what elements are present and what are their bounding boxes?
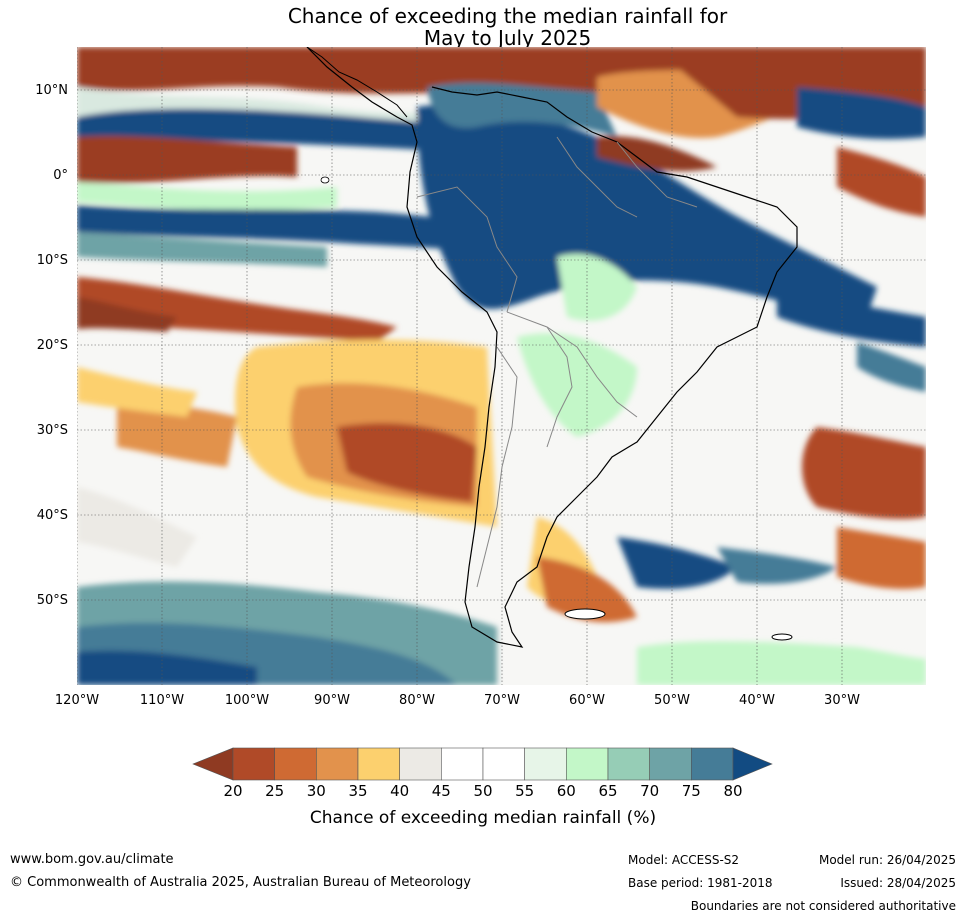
colorbar-tick-70: 70 [640,782,660,800]
south-georgia [771,633,793,641]
lat-label-10n: 10°N [35,83,68,98]
lon-label-60w: 60°W [569,693,605,708]
colorbar-tick-55: 55 [515,782,535,800]
lon-label-50w: 50°W [654,693,690,708]
map-title-line1: Chance of exceeding the median rainfall … [287,4,728,28]
footer-copyright: © Commonwealth of Australia 2025, Austra… [10,875,471,890]
colorbar-cell [399,747,442,781]
colorbar-label: Chance of exceeding median rainfall (%) [309,808,657,828]
lat-label-10s: 10°S [36,253,68,268]
south-america-coastline [306,47,798,648]
colorbar-tick-75: 75 [681,782,701,800]
lat-label-30s: 30°S [36,423,68,438]
lon-label-30w: 30°W [824,693,860,708]
lat-label-50s: 50°S [36,593,68,608]
country-borders [416,136,698,588]
colorbar-tick-50: 50 [473,782,493,800]
lon-label-70w: 70°W [484,693,520,708]
colorbar-extend-low [192,747,234,781]
lon-label-100w: 100°W [224,693,270,708]
colorbar-tick-30: 30 [306,782,326,800]
colorbar-extend-high [732,747,773,781]
colorbar-cell [524,747,567,781]
lon-label-120w: 120°W [54,693,100,708]
lon-label-40w: 40°W [739,693,775,708]
lat-label-0: 0° [53,168,68,183]
footer-base-period: Base period: 1981-2018 [628,876,773,890]
colorbar-tick-45: 45 [431,782,451,800]
colorbar-cell [607,747,650,781]
colorbar-tick-60: 60 [556,782,576,800]
colorbar-cell [649,747,692,781]
footer-model-run: Model run: 26/04/2025 [818,853,956,867]
colorbar-cell [232,747,275,781]
map-gridlines [77,47,926,685]
colorbar-tick-80: 80 [723,782,743,800]
colorbar-cell [441,747,484,781]
colorbar-tick-35: 35 [348,782,368,800]
footer-disclaimer: Boundaries are not considered authoritat… [690,899,956,913]
galapagos-islands [320,176,330,184]
lon-label-80w: 80°W [399,693,435,708]
colorbar [192,747,773,781]
colorbar-cell [691,747,734,781]
colorbar-cell [316,747,359,781]
region-amazon-wet [417,104,877,317]
lon-label-90w: 90°W [314,693,350,708]
lon-label-110w: 110°W [139,693,185,708]
probability-fill-layer [77,47,926,685]
colorbar-tick-20: 20 [223,782,243,800]
falkland-islands [564,608,606,620]
colorbar-cell [357,747,400,781]
colorbar-tick-65: 65 [598,782,618,800]
lat-label-40s: 40°S [36,508,68,523]
map-title-line2: May to July 2025 [423,26,592,50]
footer-model: Model: ACCESS-S2 [628,853,740,867]
colorbar-tick-40: 40 [390,782,410,800]
rainfall-probability-map [77,47,926,685]
footer-issued: Issued: 28/04/2025 [840,876,956,890]
colorbar-cell [566,747,609,781]
footer-website: www.bom.gov.au/climate [10,852,174,867]
central-america-coastline [306,47,408,118]
colorbar-cell [274,747,317,781]
colorbar-cell [482,747,525,781]
colorbar-tick-25: 25 [265,782,285,800]
lat-label-20s: 20°S [36,338,68,353]
